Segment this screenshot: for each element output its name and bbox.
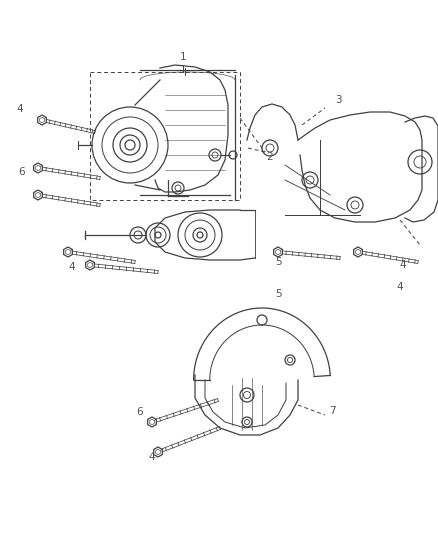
Text: 1: 1 xyxy=(180,52,186,62)
Text: 4: 4 xyxy=(397,282,403,292)
Text: 5: 5 xyxy=(275,257,281,267)
Text: 4: 4 xyxy=(148,452,155,462)
Text: 2: 2 xyxy=(267,152,273,162)
Text: 6: 6 xyxy=(137,407,143,417)
Text: 7: 7 xyxy=(328,406,336,416)
Text: 3: 3 xyxy=(335,95,341,105)
Circle shape xyxy=(197,232,203,238)
Text: 4: 4 xyxy=(400,260,406,270)
Text: 4: 4 xyxy=(17,104,23,114)
Circle shape xyxy=(125,140,135,150)
Text: 6: 6 xyxy=(19,167,25,177)
Text: 4: 4 xyxy=(69,262,75,272)
Text: 5: 5 xyxy=(275,289,281,299)
